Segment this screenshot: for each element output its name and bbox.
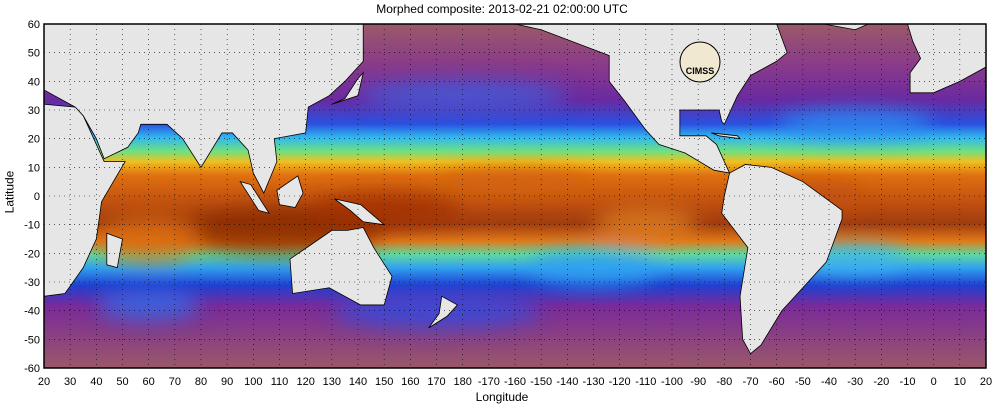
x-tick-label: 90 [221, 376, 233, 388]
y-tick-label: -50 [24, 334, 40, 346]
x-tick-label: -110 [635, 376, 656, 388]
x-tick-label: 120 [296, 376, 314, 388]
x-tick-label: -20 [873, 376, 889, 388]
x-tick-label: -40 [821, 376, 837, 388]
land-japan [331, 71, 364, 105]
x-axis-label: Longitude [475, 390, 529, 404]
land-greenland-edge [823, 24, 869, 31]
land-cuba [711, 132, 742, 140]
land-sumatra [239, 181, 270, 214]
moisture-feature [437, 170, 593, 194]
x-tick-label: 160 [401, 376, 419, 388]
plot-frame [43, 23, 987, 369]
land-south-america [721, 164, 843, 355]
x-tick-label: -100 [661, 376, 683, 388]
x-tick-label: -130 [582, 376, 604, 388]
y-tick-label: 60 [28, 19, 40, 31]
x-tick-label: 0 [931, 376, 937, 388]
x-tick-label: 10 [954, 376, 966, 388]
x-tick-label: -10 [900, 376, 916, 388]
land-madagascar [106, 232, 123, 269]
x-tick-label: -80 [716, 376, 732, 388]
y-tick-label: -60 [24, 363, 40, 375]
x-tick-label: 150 [375, 376, 393, 388]
land-australia [289, 227, 393, 306]
x-tick-label: -60 [769, 376, 785, 388]
x-tick-label: 140 [349, 376, 367, 388]
land-eurasia [44, 24, 364, 195]
x-tick-label: 110 [271, 376, 289, 388]
y-tick-label: -40 [24, 306, 40, 318]
x-tick-label: 40 [90, 376, 102, 388]
y-tick-label: 20 [28, 134, 40, 146]
land-borneo [276, 175, 304, 208]
x-tick-label: 60 [143, 376, 155, 388]
land-europe [907, 24, 986, 94]
x-tick-label: 20 [38, 376, 50, 388]
x-tick-label: 70 [169, 376, 181, 388]
y-tick-label: -30 [24, 277, 40, 289]
moisture-feature [358, 81, 567, 111]
x-tick-label: -120 [609, 376, 631, 388]
x-tick-label: -70 [743, 376, 759, 388]
x-tick-label: -90 [690, 376, 706, 388]
y-tick-label: 40 [28, 76, 40, 88]
x-tick-label: -150 [530, 376, 552, 388]
cimss-logo: CIMSS [679, 41, 721, 83]
y-tick-label: -10 [24, 220, 40, 232]
svg-text:CIMSS: CIMSS [686, 66, 715, 76]
x-tick-label: -30 [847, 376, 863, 388]
x-tick-label: 130 [323, 376, 341, 388]
moisture-feature [528, 250, 659, 286]
y-tick-label: 10 [28, 162, 40, 174]
y-tick-label: 50 [28, 48, 40, 60]
x-tick-label: 30 [64, 376, 76, 388]
moisture-feature [306, 192, 463, 228]
x-tick-label: 20 [980, 376, 992, 388]
x-tick-label: 180 [453, 376, 471, 388]
x-tick-label: -140 [556, 376, 578, 388]
x-tick-label: -50 [795, 376, 811, 388]
x-tick-label: 100 [244, 376, 262, 388]
land-new-guinea [334, 198, 386, 226]
x-tick-label: 80 [195, 376, 207, 388]
x-tick-label: -170 [478, 376, 500, 388]
x-tick-label: -160 [504, 376, 526, 388]
x-tick-label: 170 [427, 376, 445, 388]
y-tick-label: 30 [28, 105, 40, 117]
y-tick-label: -20 [24, 248, 40, 260]
y-tick-label: 0 [34, 191, 40, 203]
map-title: Morphed composite: 2013-02-21 02:00:00 U… [376, 2, 628, 16]
x-tick-label: 50 [116, 376, 128, 388]
